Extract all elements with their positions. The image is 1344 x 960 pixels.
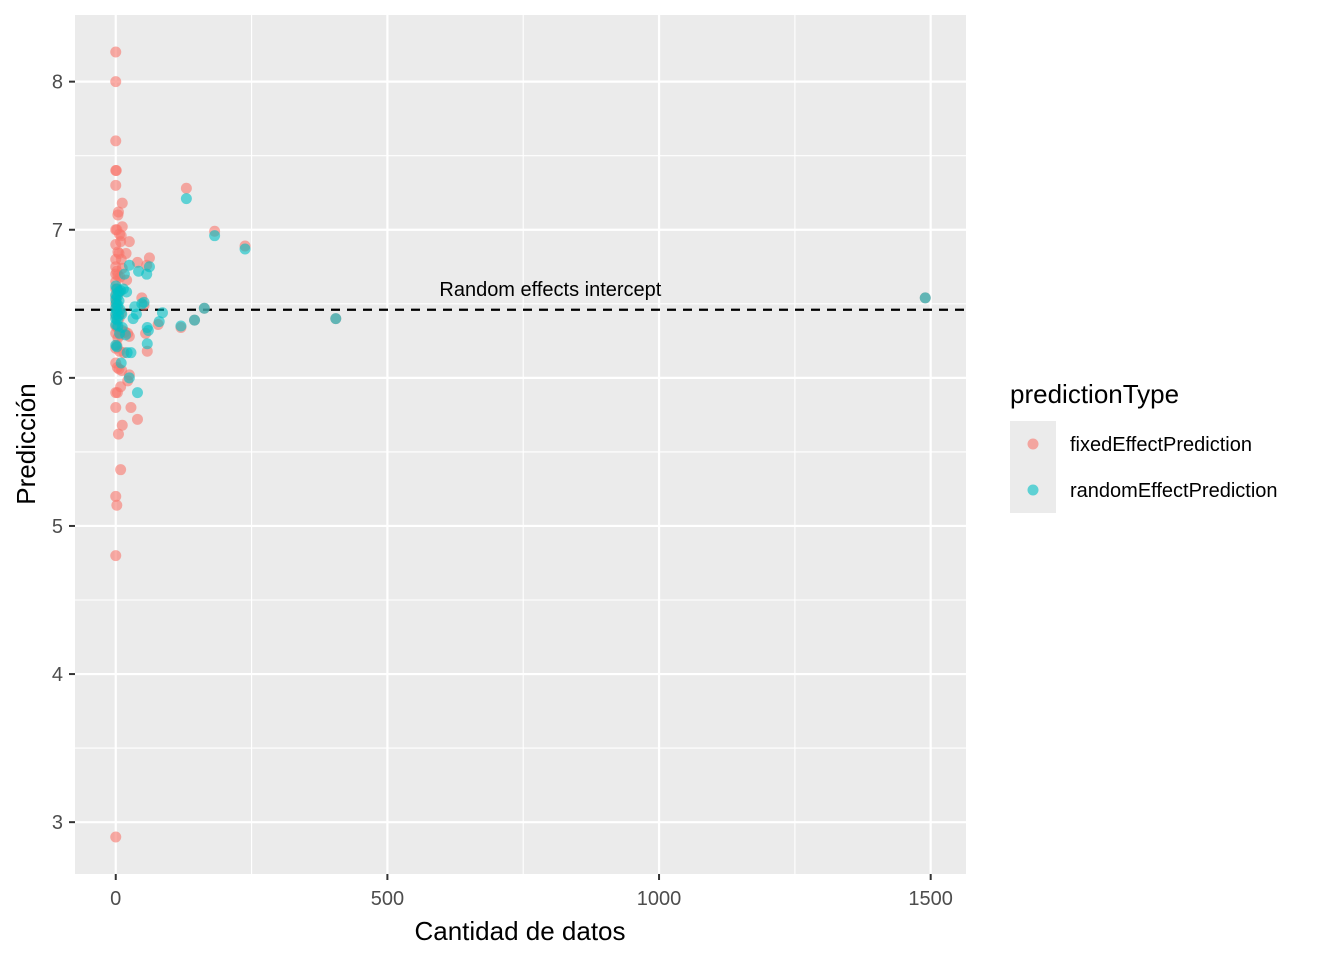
legend-marker-fixed: [1027, 438, 1039, 450]
point-fixedEffectPrediction: [110, 401, 122, 413]
point-randomEffectPrediction: [209, 230, 221, 242]
x-tick-label: 1000: [637, 888, 682, 910]
y-tick-label: 4: [52, 664, 63, 686]
point-randomEffectPrediction: [153, 316, 165, 328]
y-tick-label: 6: [52, 368, 63, 390]
point-fixedEffectPrediction: [110, 46, 122, 58]
point-randomEffectPrediction: [919, 292, 931, 304]
y-axis: 3 4 5 6 7 8: [52, 72, 75, 834]
point-fixedEffectPrediction: [116, 197, 128, 209]
point-randomEffectPrediction: [118, 268, 130, 280]
minor-gridlines: [75, 15, 966, 874]
point-fixedEffectPrediction: [115, 464, 127, 476]
point-randomEffectPrediction: [189, 314, 201, 326]
y-axis-title: Predicción: [11, 383, 41, 504]
point-randomEffectPrediction: [123, 372, 135, 384]
point-randomEffectPrediction: [141, 338, 153, 350]
point-fixedEffectPrediction: [143, 252, 155, 264]
point-randomEffectPrediction: [142, 324, 154, 336]
point-fixedEffectPrediction: [180, 182, 192, 194]
point-fixedEffectPrediction: [123, 236, 135, 248]
point-fixedEffectPrediction: [115, 381, 127, 393]
y-tick-label: 8: [52, 72, 63, 94]
point-randomEffectPrediction: [138, 296, 150, 308]
legend: predictionType fixedEffectPrediction ran…: [1010, 379, 1278, 513]
y-tick-label: 7: [52, 220, 63, 242]
point-randomEffectPrediction: [131, 387, 143, 399]
point-fixedEffectPrediction: [112, 428, 124, 440]
legend-label-random: randomEffectPrediction: [1070, 480, 1278, 502]
data-points: [110, 46, 931, 843]
x-axis-title: Cantidad de datos: [414, 916, 625, 946]
point-fixedEffectPrediction: [110, 490, 122, 502]
point-randomEffectPrediction: [330, 313, 342, 325]
point-fixedEffectPrediction: [110, 831, 122, 843]
y-tick-label: 3: [52, 812, 63, 834]
panel-background: [75, 15, 966, 874]
point-randomEffectPrediction: [121, 286, 133, 298]
point-randomEffectPrediction: [156, 307, 168, 319]
point-fixedEffectPrediction: [131, 413, 143, 425]
point-fixedEffectPrediction: [125, 401, 137, 413]
point-fixedEffectPrediction: [116, 419, 128, 431]
point-fixedEffectPrediction: [110, 550, 122, 562]
point-fixedEffectPrediction: [110, 179, 122, 191]
point-fixedEffectPrediction: [112, 206, 124, 218]
point-randomEffectPrediction: [143, 261, 155, 273]
legend-label-fixed: fixedEffectPrediction: [1070, 434, 1252, 456]
point-randomEffectPrediction: [111, 341, 123, 353]
point-randomEffectPrediction: [130, 308, 142, 320]
point-fixedEffectPrediction: [110, 165, 122, 177]
annotation-random-effects-intercept: Random effects intercept: [439, 279, 661, 301]
major-gridlines: [75, 15, 966, 874]
point-fixedEffectPrediction: [110, 135, 122, 147]
point-randomEffectPrediction: [115, 357, 127, 369]
point-randomEffectPrediction: [120, 329, 132, 341]
point-randomEffectPrediction: [239, 243, 251, 255]
x-axis: 0 500 1000 1500: [110, 874, 953, 910]
legend-title: predictionType: [1010, 379, 1179, 409]
point-randomEffectPrediction: [123, 259, 135, 271]
x-tick-label: 1500: [908, 888, 953, 910]
point-randomEffectPrediction: [198, 302, 210, 314]
point-randomEffectPrediction: [180, 193, 192, 205]
point-randomEffectPrediction: [125, 347, 137, 359]
x-tick-label: 500: [371, 888, 404, 910]
point-fixedEffectPrediction: [115, 236, 127, 248]
x-tick-label: 0: [110, 888, 121, 910]
point-fixedEffectPrediction: [111, 499, 123, 511]
point-fixedEffectPrediction: [110, 76, 122, 88]
legend-marker-random: [1027, 484, 1039, 496]
point-randomEffectPrediction: [175, 320, 187, 332]
y-tick-label: 5: [52, 516, 63, 538]
